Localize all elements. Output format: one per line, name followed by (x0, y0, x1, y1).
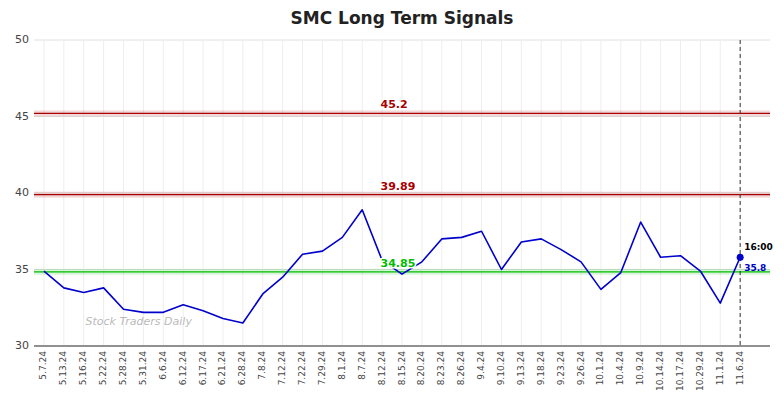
x-tick-label: 6.17.24 (198, 351, 208, 386)
x-tick-label: 10.9.24 (635, 351, 645, 386)
x-tick-label: 8.15.24 (397, 351, 407, 386)
x-tick-label: 9.23.24 (556, 351, 566, 386)
x-tick-label: 8.1.24 (337, 351, 347, 380)
x-tick-label: 8.20.24 (416, 351, 426, 386)
grid (34, 40, 770, 346)
x-tick-label: 6.6.24 (158, 351, 168, 380)
x-tick-label: 10.1.24 (595, 351, 605, 386)
x-tick-label: 9.4.24 (476, 351, 486, 380)
x-tick-label: 5.31.24 (138, 351, 148, 386)
x-tick-label: 9.13.24 (516, 351, 526, 386)
hline (34, 113, 770, 114)
y-tick-label: 50 (15, 33, 29, 46)
y-tick-label: 30 (15, 339, 29, 352)
x-tick-label: 8.26.24 (456, 351, 466, 386)
x-tick-label: 10.29.24 (695, 351, 705, 391)
x-tick-label: 6.21.24 (217, 351, 227, 386)
price-line (44, 210, 740, 323)
x-tick-label: 5.28.24 (118, 351, 128, 386)
x-tick-label: 8.7.24 (357, 351, 367, 380)
hline-label: 45.2 (381, 98, 408, 111)
hline-label: 34.85 (381, 257, 416, 270)
hline (34, 194, 770, 195)
x-tick-label: 6.12.24 (178, 351, 188, 386)
x-tick-label: 9.18.24 (536, 351, 546, 386)
y-tick-label: 40 (15, 186, 29, 199)
x-tick-label: 11.1.24 (715, 351, 725, 386)
x-tick-label: 5.13.24 (58, 351, 68, 386)
x-tick-label: 7.8.24 (257, 351, 267, 380)
x-tick-label: 10.14.24 (655, 351, 665, 391)
plot-area (34, 40, 770, 346)
x-tick-label: 7.12.24 (277, 351, 287, 386)
x-tick-label: 10.17.24 (675, 351, 685, 391)
x-tick-label: 11.6.24 (735, 351, 745, 386)
last-point-value: 35.8 (744, 263, 766, 273)
hline-label: 39.89 (381, 180, 416, 193)
x-tick-label: 6.28.24 (237, 351, 247, 386)
x-tick-label: 10.4.24 (615, 351, 625, 386)
x-tick-label: 5.16.24 (78, 351, 88, 386)
x-tick-label: 5.22.24 (98, 351, 108, 386)
watermark: Stock Traders Daily (86, 315, 193, 328)
x-tick-label: 8.23.24 (436, 351, 446, 386)
hline (34, 271, 770, 272)
last-point-line (740, 40, 741, 346)
y-tick-label: 45 (15, 110, 29, 123)
last-point-dot (737, 254, 744, 261)
x-tick-label: 7.22.24 (297, 351, 307, 386)
y-tick-label: 35 (15, 263, 29, 276)
x-tick-label: 8.12.24 (377, 351, 387, 386)
chart-title: SMC Long Term Signals (291, 8, 514, 28)
x-axis-line (34, 346, 770, 347)
y-grid-line (34, 346, 770, 347)
x-tick-label: 9.10.24 (496, 351, 506, 386)
last-point-label: 16:00 (744, 242, 773, 252)
x-tick-label: 5.7.24 (38, 351, 48, 380)
chart-svg: 30 35 40 45 50 5.7.24 5.13.24 5.16.24 5.22.24 5.2… (0, 0, 784, 398)
chart-container: 30 35 40 45 50 5.7.24 5.13.24 5.16.24 5.22.24 5.2… (0, 0, 784, 398)
x-tick-label: 9.26.24 (576, 351, 586, 386)
x-tick-label: 7.29.24 (317, 351, 327, 386)
